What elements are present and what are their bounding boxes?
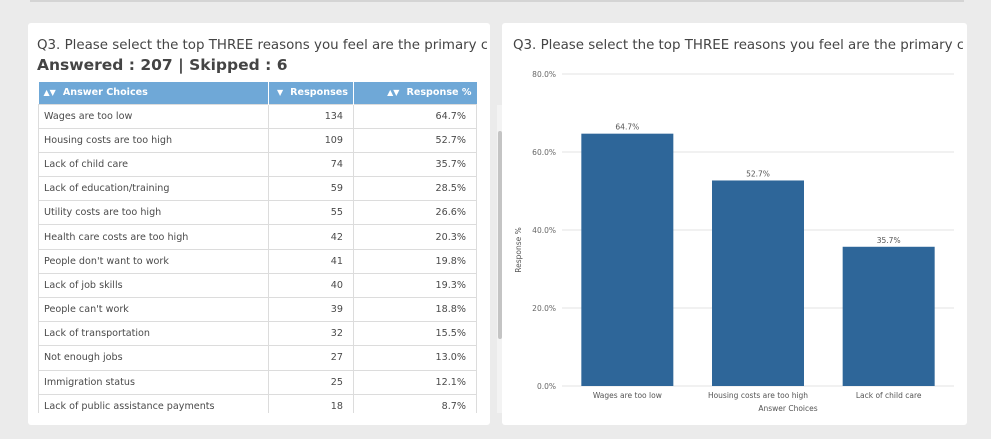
answered-summary: Answered : 207 | Skipped : 6	[37, 56, 288, 74]
top-divider	[30, 0, 964, 2]
cell-response-percent: 18.8%	[353, 296, 477, 323]
bar-value-label: 64.7%	[615, 123, 639, 132]
y-axis-label: Response %	[514, 227, 523, 273]
cell-response-percent: 19.8%	[353, 248, 477, 274]
y-tick-label: 60.0%	[532, 148, 556, 157]
cell-answer-choice: Lack of transportation	[38, 321, 269, 347]
table-row: Lack of transportation 32 15.5%	[38, 321, 477, 347]
cell-responses: 25	[268, 369, 354, 395]
cell-answer-choice: Lack of public assistance payments	[38, 393, 269, 413]
cell-answer-choice: People can't work	[38, 296, 269, 323]
cell-responses: 32	[268, 321, 354, 347]
table-header-row: ▲▼ Answer Choices ▼ Responses ▲▼ Response %	[38, 82, 477, 104]
header-response-percent[interactable]: ▲▼ Response %	[353, 82, 477, 104]
question-title: Q3. Please select the top THREE reasons …	[37, 38, 487, 53]
table-card: Q3. Please select the top THREE reasons …	[28, 23, 503, 425]
cell-responses: 40	[268, 272, 354, 299]
chart-question-title: Q3. Please select the top THREE reasons …	[513, 38, 963, 53]
cell-answer-choice: Lack of child care	[38, 151, 269, 178]
cell-responses: 109	[268, 127, 354, 153]
cell-response-percent: 12.1%	[353, 369, 477, 395]
table-row: Immigration status 25 12.1%	[38, 369, 477, 395]
responses-table-wrap: ▲▼ Answer Choices ▼ Responses ▲▼ Response %…	[38, 82, 477, 413]
cell-answer-choice: Lack of job skills	[38, 272, 269, 299]
cell-response-percent: 19.3%	[353, 272, 477, 299]
cell-answer-choice: Health care costs are too high	[38, 224, 269, 250]
cell-response-percent: 28.5%	[353, 176, 477, 202]
cell-response-percent: 35.7%	[353, 151, 477, 178]
table-row: People don't want to work 41 19.8%	[38, 248, 477, 274]
y-tick-label: 80.0%	[532, 70, 556, 79]
cell-responses: 41	[268, 248, 354, 274]
x-tick-label: Lack of child care	[856, 391, 922, 400]
cell-answer-choice: Immigration status	[38, 369, 269, 395]
cell-responses: 42	[268, 224, 354, 250]
bar-value-label: 52.7%	[746, 169, 770, 178]
y-tick-label: 40.0%	[532, 226, 556, 235]
y-tick-label: 0.0%	[537, 382, 556, 391]
sort-both-icon: ▲▼	[387, 88, 400, 98]
cell-response-percent: 8.7%	[353, 393, 477, 413]
header-answer-choices[interactable]: ▲▼ Answer Choices	[38, 82, 269, 104]
chart-card: Q3. Please select the top THREE reasons …	[502, 23, 967, 425]
bar-chart: 0.0% 20.0% 40.0% 60.0% 80.0% 64.7% Wages are t…	[514, 70, 954, 413]
table-row: Utility costs are too high 55 26.6%	[38, 200, 477, 226]
cell-response-percent: 15.5%	[353, 321, 477, 347]
cell-response-percent: 13.0%	[353, 345, 477, 371]
table-row: Health care costs are too high 42 20.3%	[38, 224, 477, 250]
cell-answer-choice: Housing costs are too high	[38, 127, 269, 153]
cell-answer-choice: Lack of education/training	[38, 176, 269, 202]
table-row: Not enough jobs 27 13.0%	[38, 345, 477, 371]
cell-answer-choice: Wages are too low	[38, 103, 269, 129]
table-row: Lack of job skills 40 19.3%	[38, 272, 477, 299]
cell-responses: 55	[268, 200, 354, 226]
cell-answer-choice: Not enough jobs	[38, 345, 269, 371]
x-axis-label: Answer Choices	[758, 404, 817, 413]
x-tick-label: Housing costs are too high	[708, 391, 808, 400]
bar	[581, 133, 674, 386]
header-responses[interactable]: ▼ Responses	[268, 82, 354, 104]
cell-responses: 39	[268, 296, 354, 323]
bar	[842, 246, 935, 386]
cell-responses: 18	[268, 393, 354, 413]
table-scrollbar-thumb[interactable]	[498, 131, 502, 339]
cell-answer-choice: People don't want to work	[38, 248, 269, 274]
cell-response-percent: 26.6%	[353, 200, 477, 226]
y-tick-label: 20.0%	[532, 304, 556, 313]
cell-response-percent: 64.7%	[353, 103, 477, 129]
cell-responses: 134	[268, 103, 354, 129]
responses-table: ▲▼ Answer Choices ▼ Responses ▲▼ Response %…	[38, 82, 477, 413]
cell-responses: 27	[268, 345, 354, 371]
sort-both-icon: ▲▼	[43, 88, 56, 98]
table-row: Lack of education/training 59 28.5%	[38, 176, 477, 202]
cell-response-percent: 20.3%	[353, 224, 477, 250]
bar-value-label: 35.7%	[877, 236, 901, 245]
table-row: People can't work 39 18.8%	[38, 296, 477, 323]
sort-down-icon: ▼	[277, 88, 284, 98]
cell-responses: 59	[268, 176, 354, 202]
x-tick-label: Wages are too low	[593, 391, 662, 400]
cell-responses: 74	[268, 151, 354, 178]
cell-response-percent: 52.7%	[353, 127, 477, 153]
table-row: Wages are too low 134 64.7%	[38, 103, 477, 129]
bar	[712, 180, 804, 386]
table-row: Lack of public assistance payments 18 8.7%	[38, 393, 477, 413]
cell-answer-choice: Utility costs are too high	[38, 200, 269, 226]
table-row: Lack of child care 74 35.7%	[38, 151, 477, 178]
table-row: Housing costs are too high 109 52.7%	[38, 127, 477, 153]
